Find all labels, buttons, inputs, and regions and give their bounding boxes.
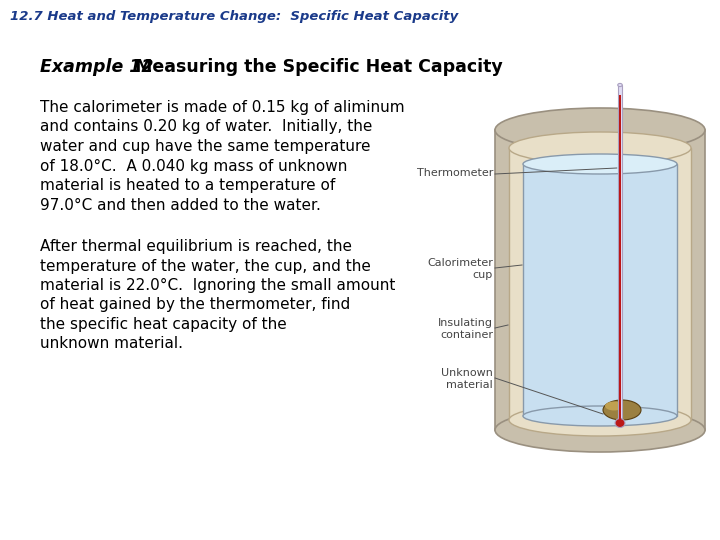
- Text: water and cup have the same temperature: water and cup have the same temperature: [40, 139, 371, 154]
- Text: Example 12: Example 12: [40, 58, 153, 76]
- Text: Thermometer: Thermometer: [417, 168, 493, 178]
- Ellipse shape: [495, 408, 705, 452]
- Polygon shape: [509, 148, 691, 420]
- Text: material is 22.0°C.  Ignoring the small amount: material is 22.0°C. Ignoring the small a…: [40, 278, 395, 293]
- Text: The calorimeter is made of 0.15 kg of aliminum: The calorimeter is made of 0.15 kg of al…: [40, 100, 405, 115]
- Text: the specific heat capacity of the: the specific heat capacity of the: [40, 317, 287, 332]
- Ellipse shape: [603, 400, 641, 420]
- Text: and contains 0.20 kg of water.  Initially, the: and contains 0.20 kg of water. Initially…: [40, 119, 372, 134]
- Ellipse shape: [615, 418, 625, 428]
- Text: 12.7 Heat and Temperature Change:  Specific Heat Capacity: 12.7 Heat and Temperature Change: Specif…: [10, 10, 458, 23]
- Polygon shape: [618, 85, 622, 418]
- Text: Calorimeter
cup: Calorimeter cup: [427, 258, 493, 280]
- Text: unknown material.: unknown material.: [40, 336, 183, 352]
- Text: of heat gained by the thermometer, find: of heat gained by the thermometer, find: [40, 298, 350, 313]
- Ellipse shape: [509, 132, 691, 164]
- Ellipse shape: [509, 404, 691, 436]
- Ellipse shape: [618, 83, 622, 86]
- Text: After thermal equilibrium is reached, the: After thermal equilibrium is reached, th…: [40, 239, 352, 254]
- Ellipse shape: [495, 108, 705, 152]
- Text: temperature of the water, the cup, and the: temperature of the water, the cup, and t…: [40, 259, 371, 273]
- Ellipse shape: [605, 402, 623, 410]
- Text: Measuring the Specific Heat Capacity: Measuring the Specific Heat Capacity: [123, 58, 503, 76]
- Polygon shape: [495, 130, 705, 430]
- Text: material is heated to a temperature of: material is heated to a temperature of: [40, 178, 336, 193]
- Text: Insulating
container: Insulating container: [438, 318, 493, 340]
- Text: of 18.0°C.  A 0.040 kg mass of unknown: of 18.0°C. A 0.040 kg mass of unknown: [40, 159, 347, 173]
- Polygon shape: [523, 164, 677, 416]
- Polygon shape: [619, 95, 621, 420]
- Text: Unknown
material: Unknown material: [441, 368, 493, 390]
- Ellipse shape: [523, 406, 677, 426]
- Ellipse shape: [523, 154, 677, 174]
- Text: 97.0°C and then added to the water.: 97.0°C and then added to the water.: [40, 198, 321, 213]
